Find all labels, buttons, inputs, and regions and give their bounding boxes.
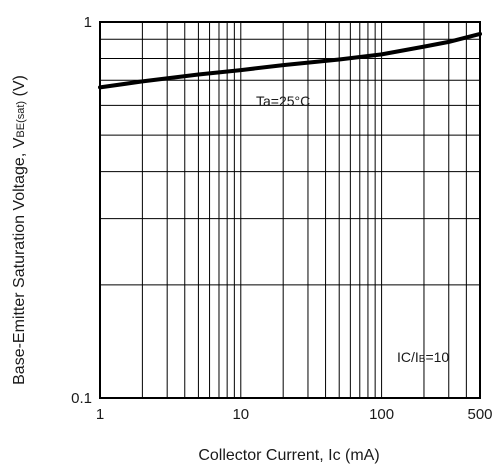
current-ratio-a: IC/I (397, 349, 419, 365)
y-axis-title-sub: BE(sat) (15, 101, 27, 138)
temperature-annotation: Ta=25°C (256, 93, 310, 109)
current-ratio-c: =10 (425, 349, 449, 365)
y-axis-title: Base-Emitter Saturation Voltage, VBE(sat… (11, 75, 28, 385)
series-line (98, 31, 482, 90)
y-tick-label: 0.1 (71, 390, 92, 407)
plot-frame (99, 21, 481, 399)
x-axis-title: Collector Current, Ic (mA) (198, 447, 379, 464)
y-tick-labels: 0.11 (71, 14, 92, 407)
current-ratio-annotation: IC/IB=10 (397, 349, 449, 365)
grid-lines (100, 22, 480, 398)
x-tick-label: 1 (96, 406, 104, 423)
x-tick-labels: 1 10 100 500 (96, 406, 493, 423)
y-axis-title-unit: (V) (11, 75, 28, 101)
current-ratio-b: B (419, 354, 426, 365)
x-tick-label: 10 (232, 406, 249, 423)
y-tick-label: 1 (84, 14, 92, 31)
x-tick-label: 500 (467, 406, 492, 423)
x-tick-label: 100 (369, 406, 394, 423)
y-axis-title-main: Base-Emitter Saturation Voltage, V (11, 137, 28, 385)
